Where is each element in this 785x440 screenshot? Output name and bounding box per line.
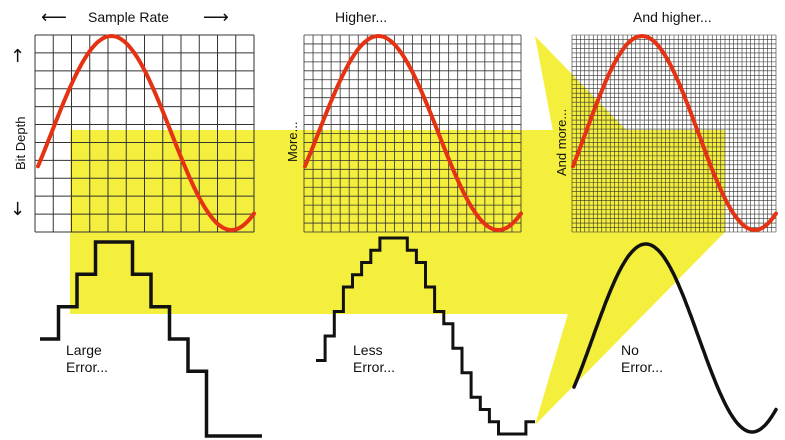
large-error-label-line2: Error...: [66, 359, 108, 375]
down-arrow-icon: ↓: [10, 199, 25, 220]
large-error-label-line1: Large: [66, 342, 102, 358]
and-higher-label: And higher...: [633, 9, 712, 25]
higher-label: Higher...: [335, 9, 387, 25]
bit-depth-label: Bit Depth: [13, 117, 28, 170]
no-error-label-line1: No: [621, 342, 639, 358]
less-error-label-line2: Error...: [353, 359, 395, 375]
and-more-label: And more...: [554, 109, 569, 176]
no-error-label-line2: Error...: [621, 359, 663, 375]
sample-rate-label: Sample Rate: [88, 9, 169, 25]
right-arrow-icon: ⟶: [203, 7, 229, 28]
left-arrow-icon: ⟵: [41, 7, 67, 28]
up-arrow-icon: ↑: [10, 46, 25, 67]
less-error-label-line1: Less: [353, 342, 383, 358]
more-label: More...: [285, 122, 300, 162]
